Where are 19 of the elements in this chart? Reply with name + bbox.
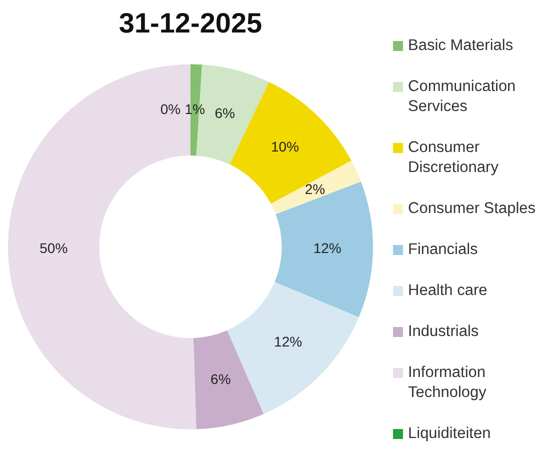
data-label: 6% [214, 105, 235, 122]
chart-title: 31-12-2025 [118, 8, 262, 39]
data-label: 10% [270, 138, 299, 155]
text: 0% [160, 100, 181, 117]
data-label: 12% [274, 334, 302, 350]
data-label: 1% [184, 100, 205, 117]
legend-label: Liquiditeiten [408, 424, 491, 444]
legend-label: Consumer Staples [408, 199, 536, 219]
data-label: 50% [40, 240, 68, 256]
data-label: 6% [210, 371, 231, 388]
legend-label: Financials [408, 240, 478, 260]
legend-label: Basic Materials [408, 36, 514, 56]
legend-label: Consumer Discretionary [408, 138, 500, 178]
legend-label: Industrials [408, 322, 479, 342]
legend-label: Health care [408, 281, 488, 301]
data-label: 12% [313, 240, 342, 256]
legend-label: Communication Services [408, 77, 517, 117]
legend-label: Information Technology [408, 363, 488, 403]
data-label: 2% [304, 180, 326, 197]
